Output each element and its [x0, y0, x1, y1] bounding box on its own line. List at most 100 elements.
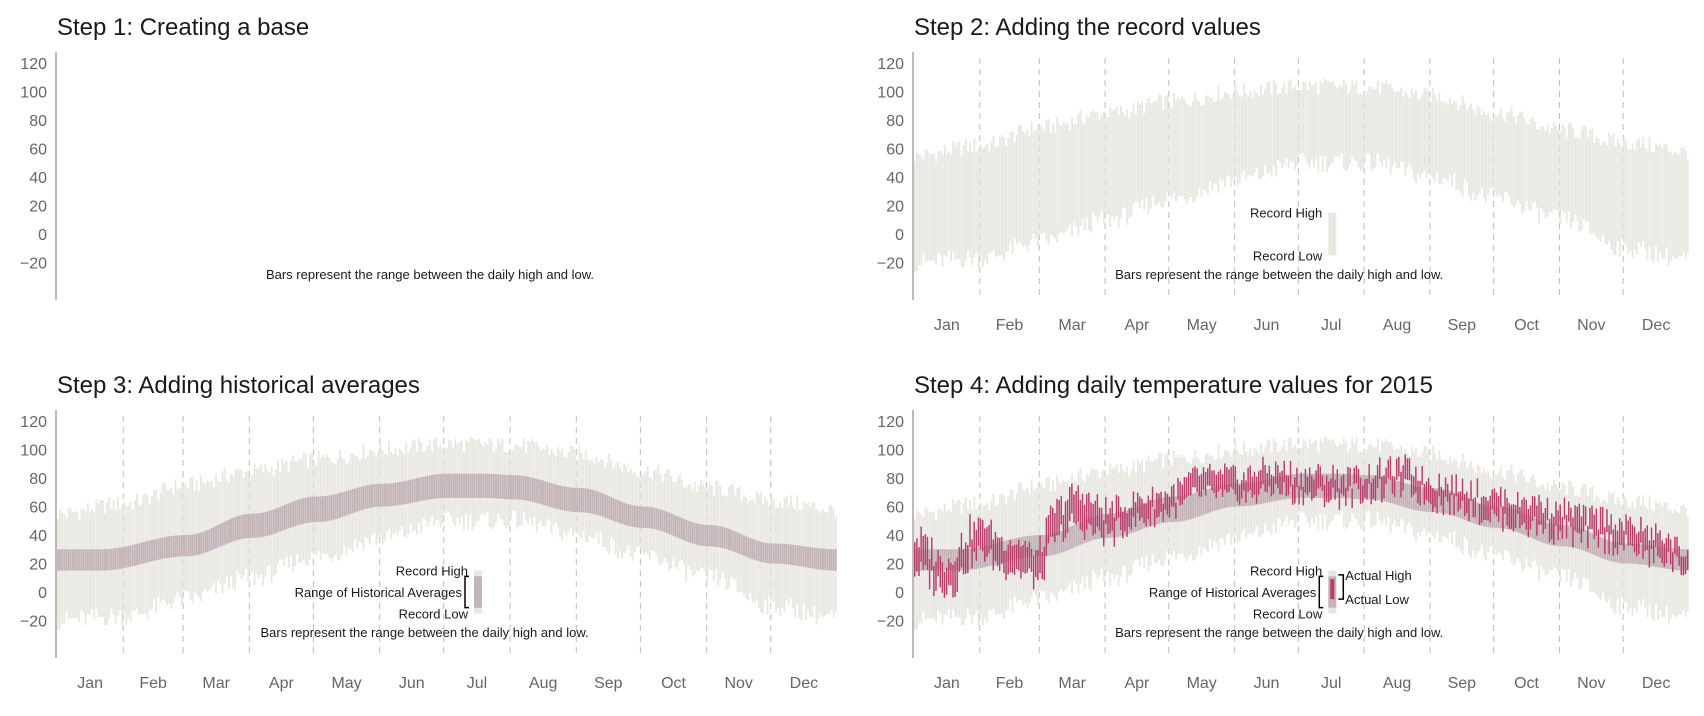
historical-bar [663, 510, 666, 533]
actual-bar [1268, 465, 1271, 487]
historical-bar [227, 519, 230, 544]
historical-bar [601, 493, 604, 517]
legend-historical: Range of Historical Averages [1149, 585, 1317, 600]
historical-bar [1032, 535, 1035, 557]
record-bar [1308, 80, 1311, 169]
actual-bar [1519, 507, 1521, 529]
historical-bar [811, 547, 814, 569]
historical-bar [441, 473, 444, 499]
historical-bar [1584, 530, 1587, 552]
record-bar [1007, 137, 1010, 252]
historical-bar [604, 494, 606, 518]
record-bar [1402, 96, 1405, 163]
actual-bar [1011, 546, 1014, 573]
historical-bar [933, 549, 936, 571]
historical-bar [1096, 514, 1099, 540]
actual-bar [1483, 496, 1485, 521]
historical-bar [247, 513, 250, 539]
historical-bar [283, 505, 286, 531]
record-bar [1164, 96, 1167, 202]
record-bar [1228, 94, 1231, 176]
actual-bar [1211, 470, 1213, 491]
record-bar [943, 145, 946, 256]
historical-bar [144, 541, 147, 563]
historical-bar [477, 473, 480, 498]
historical-bar [403, 481, 406, 505]
actual-bar [1355, 465, 1358, 483]
record-bar [1463, 103, 1466, 180]
record-bar [977, 148, 980, 268]
actual-bar [1190, 473, 1192, 496]
actual-bar [1587, 526, 1589, 549]
historical-bar [1030, 535, 1033, 557]
historical-bar [1629, 543, 1632, 564]
historical-bar [369, 484, 371, 508]
historical-bar [330, 494, 333, 521]
actual-bar [1052, 507, 1054, 537]
actual-bar [1066, 499, 1069, 533]
panel-title: Step 2: Adding the record values [914, 14, 1261, 41]
actual-bar [1502, 506, 1504, 532]
record-bar [971, 151, 974, 266]
historical-bar [454, 473, 457, 498]
historical-bar [266, 511, 269, 536]
actual-bar [1659, 530, 1661, 558]
historical-bar [1667, 547, 1670, 570]
historical-bar [616, 500, 619, 523]
actual-bar [1204, 471, 1207, 496]
x-tick-label: Aug [1383, 675, 1411, 692]
historical-bar [347, 490, 350, 515]
historical-bar [1132, 507, 1135, 533]
historical-bar [725, 528, 728, 550]
historical-bar [326, 495, 329, 522]
historical-bar [640, 506, 643, 528]
record-bar [996, 146, 999, 257]
record-bar [1081, 121, 1084, 220]
record-bar [1580, 129, 1583, 231]
x-tick-label: Oct [1514, 675, 1539, 692]
record-bar [1011, 131, 1014, 255]
historical-bar [1187, 494, 1190, 520]
record-bar [952, 141, 955, 252]
historical-bar [1170, 496, 1173, 523]
chart-caption: Bars represent the range between the dai… [1115, 625, 1443, 640]
actual-bar [1332, 464, 1334, 488]
historical-bar [390, 483, 393, 507]
record-bar [1538, 129, 1541, 224]
historical-bar [1578, 528, 1581, 550]
historical-bar [394, 482, 397, 506]
historical-bar [704, 524, 707, 547]
historical-bar [657, 508, 660, 531]
historical-bar [512, 475, 515, 500]
actual-bar [1440, 486, 1443, 506]
historical-bar [757, 541, 760, 562]
actual-bar [956, 557, 958, 593]
historical-bar [749, 538, 752, 559]
y-tick-label: 20 [886, 557, 904, 574]
record-bar [1379, 94, 1381, 163]
historical-bar [503, 474, 506, 500]
x-tick-label: Apr [1124, 317, 1150, 334]
historical-bar [574, 487, 577, 513]
historical-bar [700, 524, 703, 546]
actual-bar [1249, 465, 1251, 490]
historical-bar [416, 478, 418, 502]
historical-bar [264, 511, 267, 537]
actual-bar [1035, 550, 1037, 578]
record-bar [1472, 109, 1475, 194]
historical-bar [651, 507, 654, 529]
actual-bar [1192, 467, 1194, 488]
historical-bar [520, 475, 523, 500]
actual-bar [1472, 498, 1474, 518]
historical-bar [1268, 478, 1271, 503]
historical-bar [80, 549, 83, 571]
historical-bar [351, 489, 354, 514]
y-tick-label: 20 [29, 557, 47, 574]
x-tick-label: Dec [1642, 675, 1670, 692]
actual-bar [1349, 467, 1351, 487]
record-bar [1287, 80, 1290, 168]
historical-bar [736, 532, 739, 554]
record-bar [1508, 112, 1511, 197]
actual-bar [977, 517, 980, 547]
record-bar [1684, 150, 1687, 260]
